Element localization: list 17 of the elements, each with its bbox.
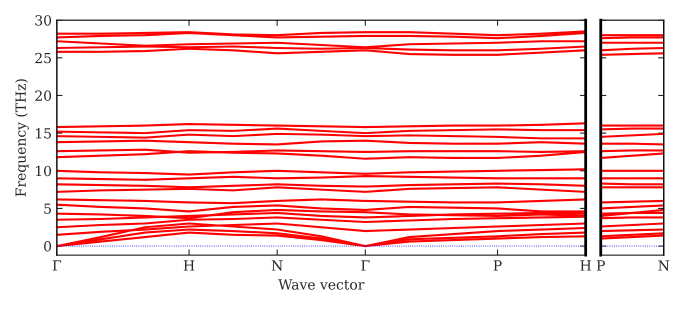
y-tick-label: 15 bbox=[36, 128, 51, 139]
y-tick-label: 5 bbox=[44, 204, 51, 214]
y-tick-label: 20 bbox=[35, 90, 52, 101]
y-tick-label: 25 bbox=[35, 52, 51, 64]
x-tick-label: H bbox=[184, 260, 194, 271]
y-tick-label: 0 bbox=[44, 241, 52, 252]
x-tick-label: P bbox=[494, 260, 502, 271]
y-axis-title: Frequency (THz) bbox=[15, 79, 29, 196]
x-tick-label: N bbox=[272, 260, 283, 271]
x-axis-title: Wave vector bbox=[278, 279, 364, 290]
x-tick-label: P bbox=[596, 260, 605, 271]
x-tick-label: N bbox=[658, 260, 670, 271]
y-tick-label: 30 bbox=[35, 15, 52, 26]
y-tick-label: 10 bbox=[36, 166, 52, 176]
x-tick-label: Γ bbox=[52, 260, 62, 271]
x-tick-label: Γ bbox=[361, 260, 370, 271]
x-tick-label: H bbox=[580, 260, 591, 271]
